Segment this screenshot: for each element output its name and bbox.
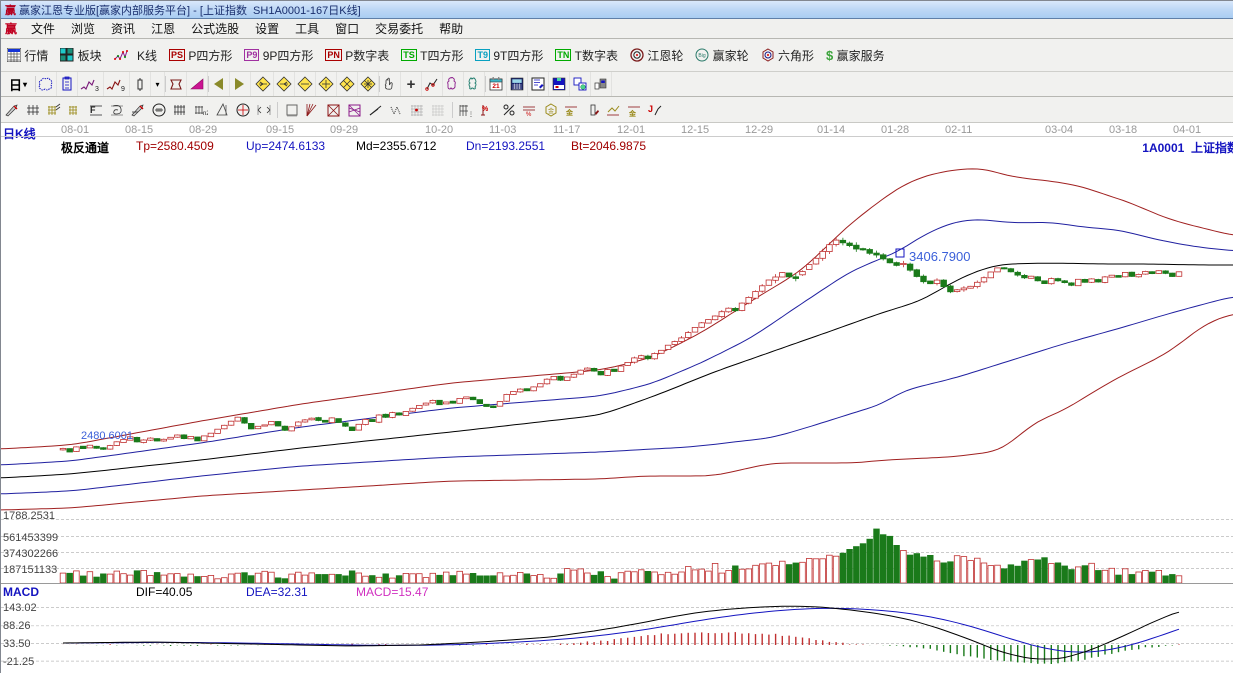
svg-text:Big: Big — [699, 53, 706, 59]
svg-text:金: 金 — [628, 109, 637, 117]
svg-text:%: % — [526, 112, 532, 117]
svg-text:金: 金 — [565, 108, 574, 117]
svg-text:n2: n2 — [203, 111, 208, 117]
svg-text:J: J — [648, 104, 653, 114]
svg-text:F: F — [90, 105, 96, 115]
svg-text:金: 金 — [547, 107, 553, 115]
svg-text:⋮: ⋮ — [468, 112, 474, 117]
svg-text:3: 3 — [95, 86, 99, 92]
svg-text:9: 9 — [121, 86, 125, 92]
svg-text:21: 21 — [492, 83, 500, 90]
svg-text:%: % — [482, 106, 489, 113]
